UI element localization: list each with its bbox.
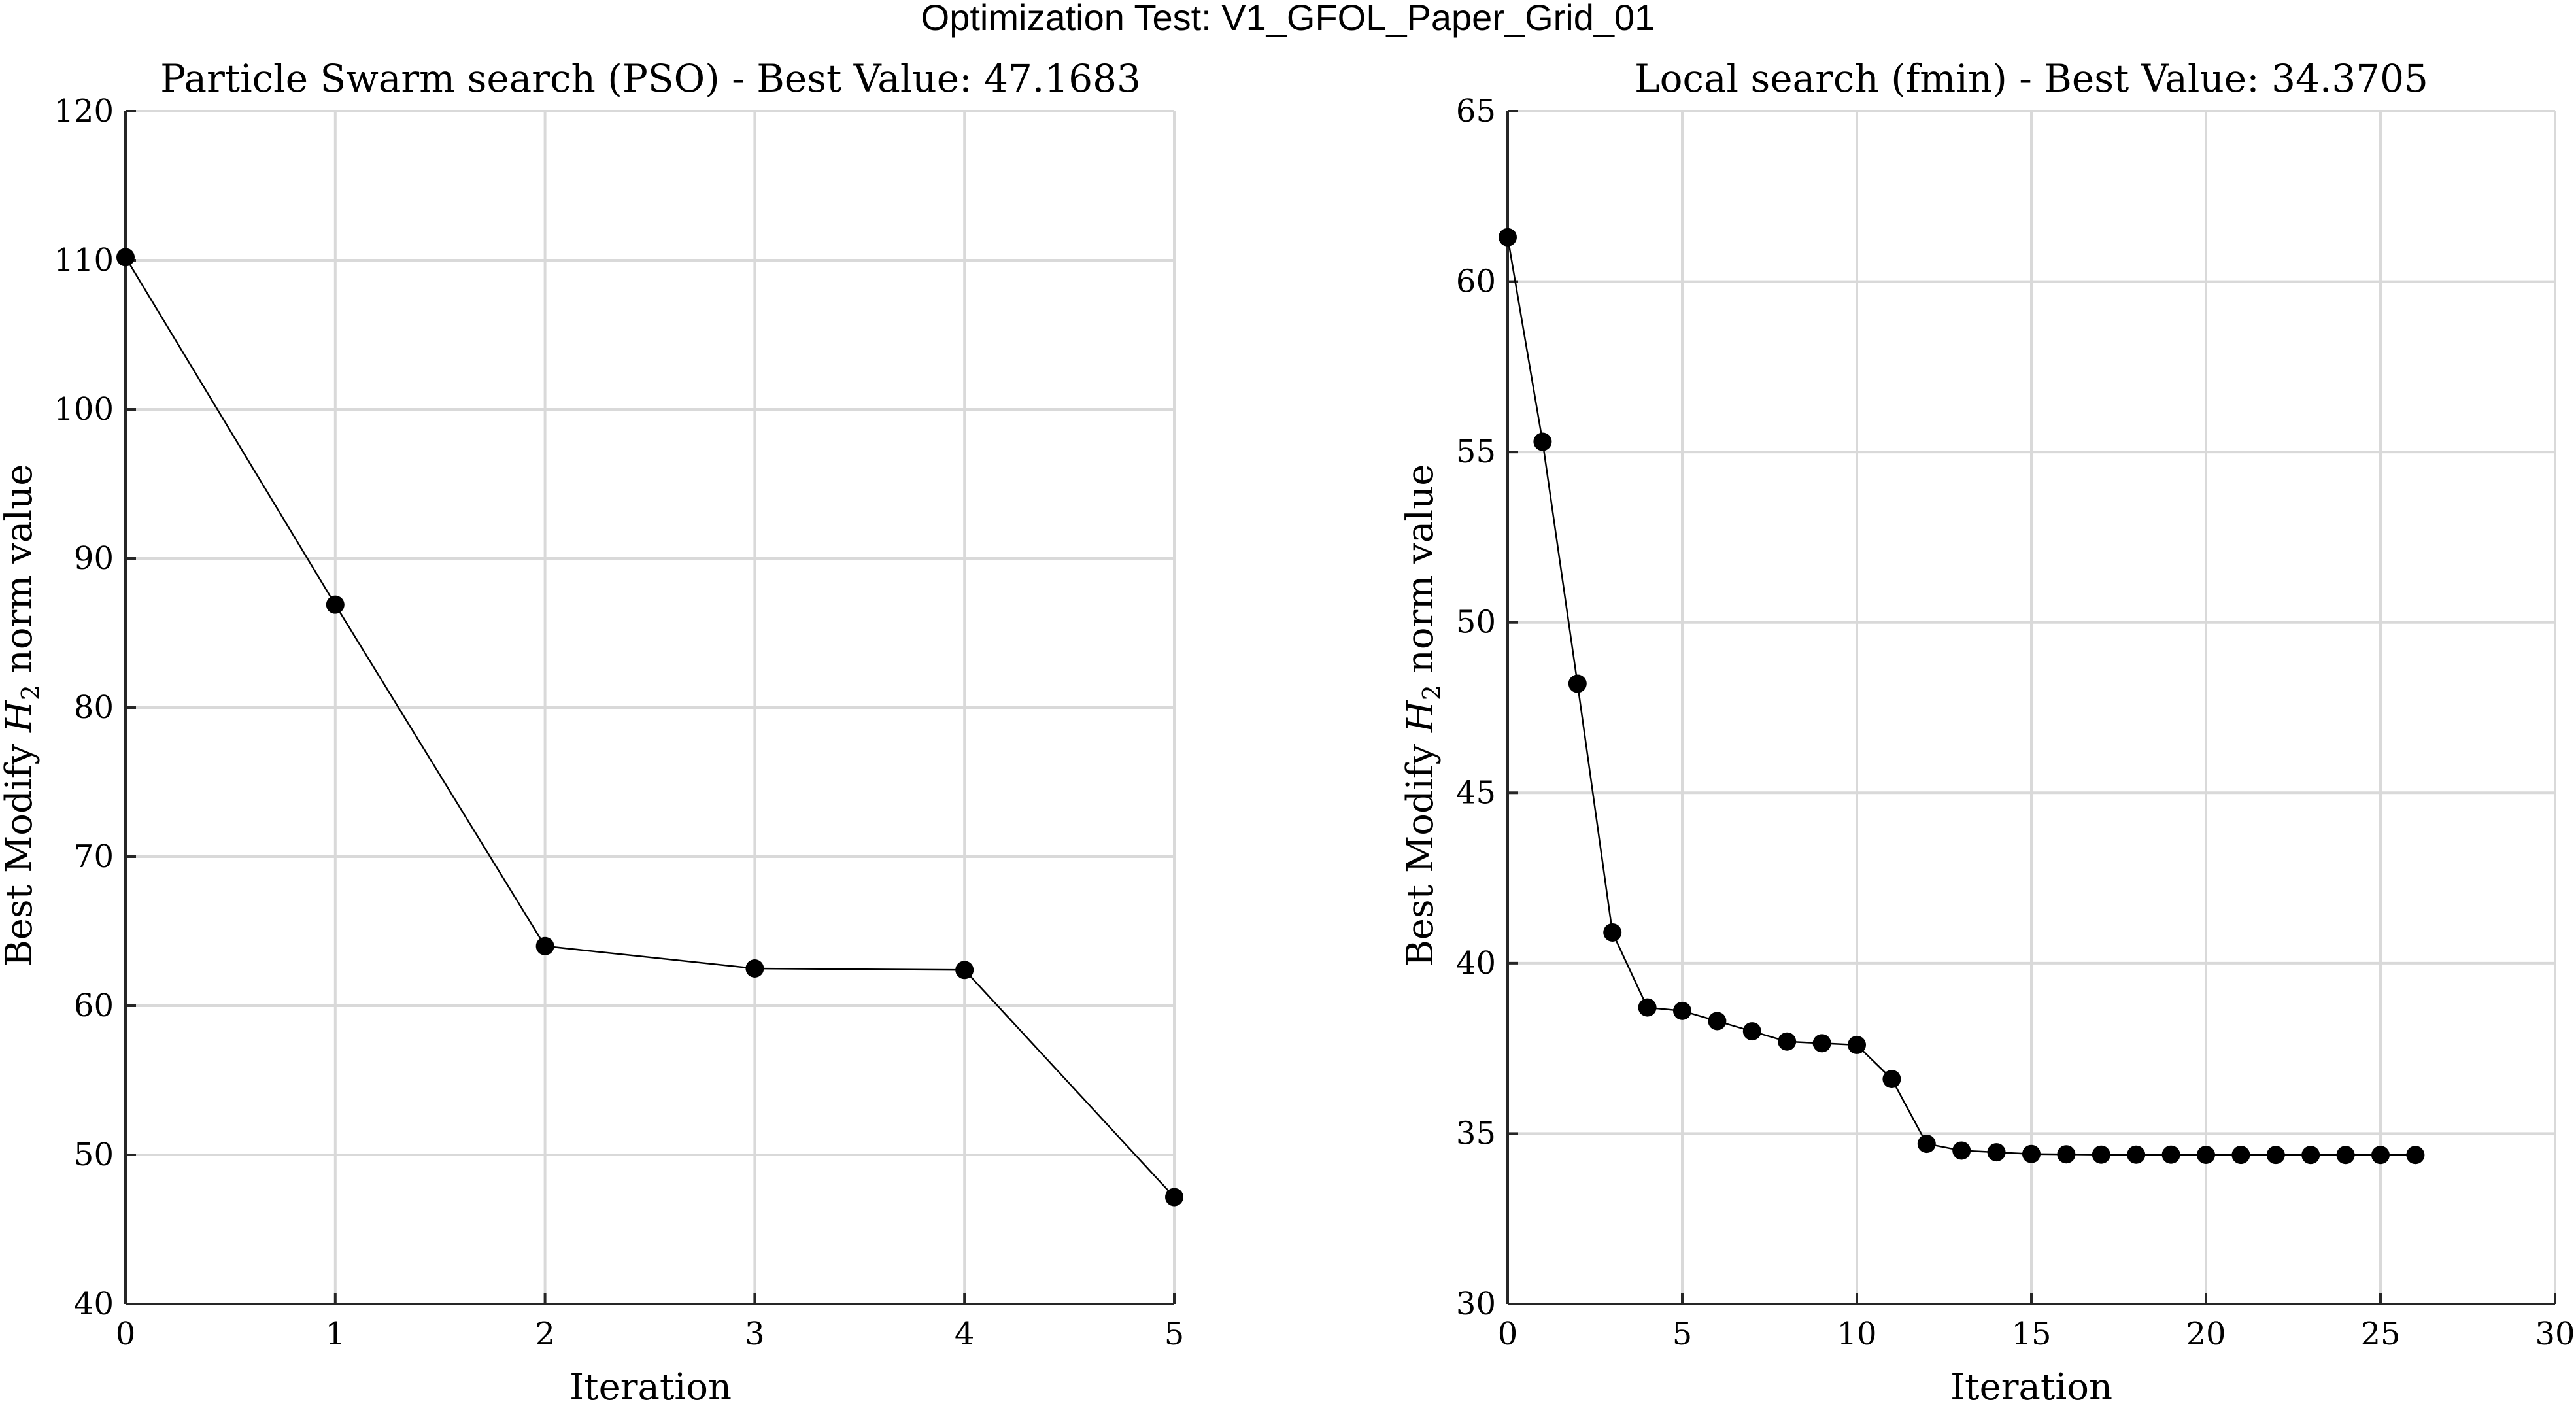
pso-y-tick-label: 80 bbox=[74, 689, 114, 726]
fmin-y-axis-label-prefix: Best Modify bbox=[1399, 732, 1442, 967]
fmin-data-point bbox=[2336, 1146, 2355, 1165]
pso-y-tick-label: 100 bbox=[54, 391, 114, 428]
figure-suptitle: Optimization Test: V1_GFOL_Paper_Grid_01 bbox=[921, 0, 1655, 38]
pso-data-point bbox=[745, 959, 764, 978]
fmin-x-tick-label: 10 bbox=[1837, 1316, 1876, 1352]
fmin-data-point bbox=[1708, 1012, 1727, 1031]
fmin-data-point bbox=[2022, 1144, 2041, 1163]
fmin-data-point bbox=[1603, 923, 1622, 942]
fmin-data-point bbox=[2266, 1146, 2285, 1165]
fmin-data-point bbox=[2161, 1145, 2180, 1164]
fmin-data-point bbox=[1533, 432, 1552, 451]
pso-y-tick-label: 110 bbox=[54, 242, 114, 279]
pso-y-tick-label: 60 bbox=[74, 987, 114, 1024]
fmin-chart-title: Local search (fmin) - Best Value: 34.370… bbox=[1635, 56, 2428, 101]
fmin-y-tick-label: 55 bbox=[1456, 434, 1496, 470]
pso-data-point bbox=[1165, 1188, 1183, 1207]
pso-x-tick-label: 2 bbox=[535, 1316, 555, 1352]
pso-y-axis-label-symbol: H bbox=[0, 700, 41, 733]
pso-y-tick-label: 70 bbox=[74, 838, 114, 875]
fmin-x-tick-label: 25 bbox=[2360, 1316, 2400, 1352]
fmin-data-point bbox=[2057, 1145, 2076, 1164]
fmin-data-point bbox=[1917, 1135, 1936, 1154]
pso-y-axis-label-suffix: norm value bbox=[0, 464, 41, 685]
pso-y-axis-label: Best Modify H2 norm value bbox=[0, 464, 45, 967]
pso-y-tick-label: 120 bbox=[54, 93, 114, 129]
fmin-data-point bbox=[2127, 1145, 2146, 1164]
fmin-data-point bbox=[2092, 1145, 2110, 1164]
fmin-axes: Local search (fmin) - Best Value: 34.370… bbox=[1399, 56, 2575, 1404]
fmin-y-axis-label: Best Modify H2 norm value bbox=[1399, 464, 1446, 967]
fmin-data-point bbox=[1812, 1034, 1831, 1053]
pso-chart-title: Particle Swarm search (PSO) - Best Value… bbox=[160, 56, 1141, 101]
fmin-data-point bbox=[1638, 998, 1657, 1017]
pso-x-axis-label: Iteration bbox=[569, 1366, 732, 1404]
fmin-x-tick-label: 30 bbox=[2535, 1316, 2575, 1352]
fmin-data-point bbox=[2371, 1146, 2390, 1165]
fmin-data-point bbox=[2406, 1146, 2425, 1165]
fmin-y-axis-label-suffix: norm value bbox=[1399, 464, 1442, 685]
fmin-y-axis-label-subscript: 2 bbox=[1417, 685, 1446, 700]
pso-data-point bbox=[326, 595, 345, 614]
pso-x-tick-label: 1 bbox=[326, 1316, 346, 1352]
fmin-data-point bbox=[1952, 1141, 1971, 1160]
fmin-data-point bbox=[1673, 1001, 1691, 1020]
fmin-data-point bbox=[2197, 1146, 2215, 1164]
pso-data-point bbox=[955, 961, 974, 980]
fmin-x-tick-label: 20 bbox=[2186, 1316, 2226, 1352]
pso-data-point bbox=[535, 936, 554, 955]
fmin-data-point bbox=[2231, 1146, 2250, 1165]
fmin-y-tick-label: 60 bbox=[1456, 264, 1496, 300]
pso-y-tick-label: 40 bbox=[74, 1286, 114, 1322]
fmin-data-point bbox=[1848, 1035, 1866, 1054]
pso-y-tick-label: 50 bbox=[74, 1137, 114, 1173]
fmin-data-point bbox=[1499, 228, 1517, 247]
pso-x-tick-label: 4 bbox=[955, 1316, 975, 1352]
fmin-y-tick-label: 45 bbox=[1456, 774, 1496, 811]
fmin-x-tick-label: 15 bbox=[2011, 1316, 2051, 1352]
fmin-y-tick-label: 50 bbox=[1456, 604, 1496, 641]
fmin-data-point bbox=[2301, 1146, 2320, 1165]
fmin-y-tick-label: 30 bbox=[1456, 1286, 1496, 1322]
fmin-data-point bbox=[1882, 1070, 1901, 1089]
fmin-y-axis-label-symbol: H bbox=[1399, 700, 1442, 733]
pso-axes: Particle Swarm search (PSO) - Best Value… bbox=[0, 56, 1184, 1404]
pso-data-point bbox=[116, 248, 135, 267]
fmin-x-tick-label: 5 bbox=[1672, 1316, 1693, 1352]
fmin-y-tick-label: 40 bbox=[1456, 945, 1496, 982]
pso-y-axis-label-subscript: 2 bbox=[16, 685, 45, 700]
fmin-data-point bbox=[1568, 674, 1587, 693]
pso-x-tick-label: 3 bbox=[745, 1316, 765, 1352]
fmin-data-point bbox=[1778, 1032, 1797, 1051]
pso-y-axis-label-prefix: Best Modify bbox=[0, 732, 41, 967]
fmin-y-tick-label: 35 bbox=[1456, 1115, 1496, 1152]
fmin-x-axis-label: Iteration bbox=[1950, 1366, 2112, 1404]
fmin-x-tick-label: 0 bbox=[1498, 1316, 1518, 1352]
pso-series-line bbox=[124, 256, 1175, 1198]
fmin-y-tick-label: 65 bbox=[1456, 93, 1496, 129]
fmin-data-point bbox=[1742, 1022, 1761, 1041]
pso-x-tick-label: 0 bbox=[116, 1316, 136, 1352]
pso-y-tick-label: 90 bbox=[74, 540, 114, 577]
pso-x-tick-label: 5 bbox=[1164, 1316, 1185, 1352]
fmin-data-point bbox=[1987, 1143, 2006, 1162]
fmin-series-line bbox=[1506, 237, 2416, 1156]
